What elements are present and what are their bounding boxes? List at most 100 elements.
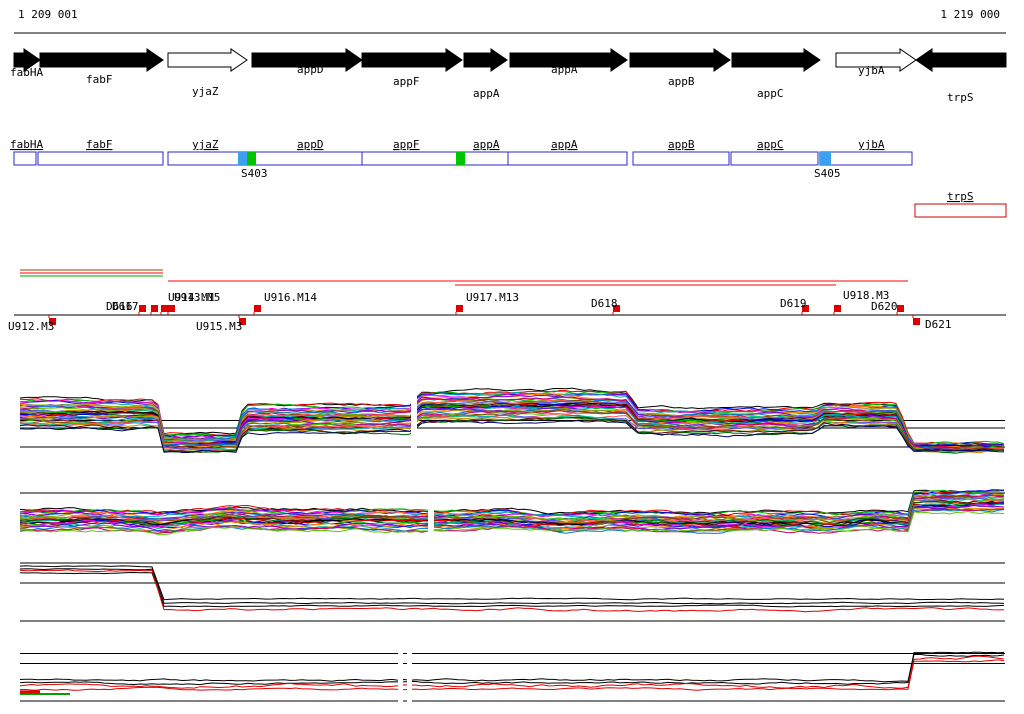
probe-flag-D620[interactable] <box>897 305 904 312</box>
probe-flag-U916.M14[interactable] <box>254 305 261 312</box>
coordinate-start: 1 209 001 <box>18 8 78 21</box>
expression-panel-2-series-0 <box>19 489 1005 515</box>
gene-arrow-appA-1[interactable] <box>463 48 508 72</box>
transcript-lines <box>20 269 908 286</box>
gene-arrow-yjaZ[interactable] <box>167 48 248 72</box>
gene-box-appA-2[interactable] <box>507 151 628 166</box>
expression-panel-1-series-10 <box>19 396 1005 450</box>
gene-box-label-appB[interactable]: appB <box>668 138 695 151</box>
gene-label-appF: appF <box>393 75 420 88</box>
gene-arrow-fabF[interactable] <box>39 48 164 72</box>
probe-label-D618: D618 <box>591 297 618 310</box>
marker-label-S405: S405 <box>814 167 841 180</box>
gene-label-appA-2: appA <box>551 63 578 76</box>
expression-panel-1-series-32 <box>19 410 1005 451</box>
gene-box-label-appF[interactable]: appF <box>393 138 420 151</box>
probe-flag-U915.M3[interactable] <box>239 318 246 325</box>
expression-panel-2-series-13 <box>19 498 1005 524</box>
expression-panel-4-line-0 <box>19 651 1005 683</box>
gene-arrow-fabHA[interactable] <box>13 48 41 72</box>
gene-box-label-appA-2[interactable]: appA <box>551 138 578 151</box>
gene-box-yjaZ[interactable] <box>167 151 248 166</box>
S405-square-0[interactable] <box>820 152 831 165</box>
expression-panel-2-series-22 <box>19 502 1004 530</box>
gene-box-fabF[interactable] <box>37 151 164 166</box>
gene-label-appB: appB <box>668 75 695 88</box>
expression-panel-4-line-1 <box>19 653 1005 686</box>
gene-arrow-appF[interactable] <box>361 48 463 72</box>
gene-box-appB[interactable] <box>632 151 730 166</box>
gene-label-appA-1: appA <box>473 87 500 100</box>
expression-panel-1-series-3 <box>19 392 1005 446</box>
gene-box-trpS[interactable] <box>914 203 1007 218</box>
probe-flag-U913.M5[interactable] <box>161 305 168 312</box>
expression-panel-1-series-37 <box>19 416 1005 453</box>
gene-box-appA-1[interactable] <box>461 151 509 166</box>
probe-label-D619: D619 <box>780 297 807 310</box>
gene-box-appF[interactable] <box>361 151 463 166</box>
gene-box-label-yjbA[interactable]: yjbA <box>858 138 885 151</box>
probe-label-D616: D616 <box>106 300 133 313</box>
gene-arrow-appB[interactable] <box>629 48 731 72</box>
gene-arrow-track: fabHA fabF yjaZ appD appF appA appA appB appC yjb… <box>10 32 1007 104</box>
probe-flag-D619[interactable] <box>802 305 809 312</box>
gene-box-label-yjaZ[interactable]: yjaZ <box>192 138 219 151</box>
gene-box-label-fabF[interactable]: fabF <box>86 138 113 151</box>
probe-flag-U917.M13[interactable] <box>456 305 463 312</box>
expression-panel-4-line-2 <box>19 655 1005 689</box>
probe-flag-D618[interactable] <box>613 305 620 312</box>
gene-box-label-appD[interactable]: appD <box>297 138 324 151</box>
gene-box-appD[interactable] <box>246 151 363 166</box>
probe-flag-U918.M3[interactable] <box>834 305 841 312</box>
gene-arrow-appC[interactable] <box>731 48 821 72</box>
gene-box-fabHA[interactable] <box>13 151 37 166</box>
expression-panel-3 <box>19 562 1005 622</box>
expression-panel-2 <box>19 489 1005 545</box>
probe-flag-D617[interactable] <box>151 305 158 312</box>
probe-label-U918.M3: U918.M3 <box>843 289 889 302</box>
probe-flag-U914.M1[interactable] <box>168 305 175 312</box>
appA-site-square-0[interactable] <box>456 152 465 165</box>
expression-panel-4-break-1 <box>407 648 412 704</box>
gene-label-fabHA: fabHA <box>10 66 43 79</box>
gene-box-label-appA-1[interactable]: appA <box>473 138 500 151</box>
gene-box-label-fabHA[interactable]: fabHA <box>10 138 43 151</box>
gene-arrow-appA-2[interactable] <box>509 48 628 72</box>
probe-label-U916.M14: U916.M14 <box>264 291 317 304</box>
gene-arrow-trpS[interactable] <box>915 48 1007 72</box>
expression-panel-1 <box>19 387 1005 454</box>
probe-flag-U912.M3[interactable] <box>49 318 56 325</box>
gene-arrow-appD[interactable] <box>251 48 363 72</box>
probe-label-U917.M13: U917.M13 <box>466 291 519 304</box>
gene-box-yjbA[interactable] <box>819 151 913 166</box>
expression-panel-1-series-36 <box>19 416 1005 454</box>
probe-flag-D616[interactable] <box>139 305 146 312</box>
expression-panel-3-line-2 <box>19 571 1005 608</box>
expression-panel-4-break-0 <box>398 648 403 704</box>
expression-panel-4 <box>19 648 1005 704</box>
gene-label-yjbA: yjbA <box>858 64 885 77</box>
gene-box-label-appC[interactable]: appC <box>757 138 784 151</box>
gene-box-label-trpS[interactable]: trpS <box>947 190 974 203</box>
expression-panel-4-line-3 <box>19 659 1005 691</box>
expression-panel-1-series-39 <box>19 420 1005 453</box>
S403-square-0[interactable] <box>238 152 247 165</box>
marker-label-S403: S403 <box>241 167 268 180</box>
expression-panel-2-break-0 <box>428 500 434 545</box>
probe-label-D621: D621 <box>925 318 952 331</box>
expression-panel-3-line-3 <box>19 569 1005 613</box>
gene-box-appC[interactable] <box>730 151 819 166</box>
probe-flag-D621[interactable] <box>913 318 920 325</box>
probe-label-U912.M3: U912.M3 <box>8 320 54 333</box>
probe-label-U914.M1: U914.M1 <box>168 291 214 304</box>
gene-label-appC: appC <box>757 87 784 100</box>
probe-label-U915.M3: U915.M3 <box>196 320 242 333</box>
expression-panel-1-series-24 <box>19 405 1005 451</box>
expression-panel-1-series-29 <box>19 408 1005 452</box>
expression-panel-2-series-30 <box>19 508 1004 534</box>
gene-arrow-yjbA[interactable] <box>835 48 917 72</box>
gene-box-track: fabHA fabF yjaZ appD appF appA appA appB appC yjb… <box>10 138 1007 218</box>
S403-square-1[interactable] <box>247 152 256 165</box>
gene-label-fabF: fabF <box>86 73 113 86</box>
